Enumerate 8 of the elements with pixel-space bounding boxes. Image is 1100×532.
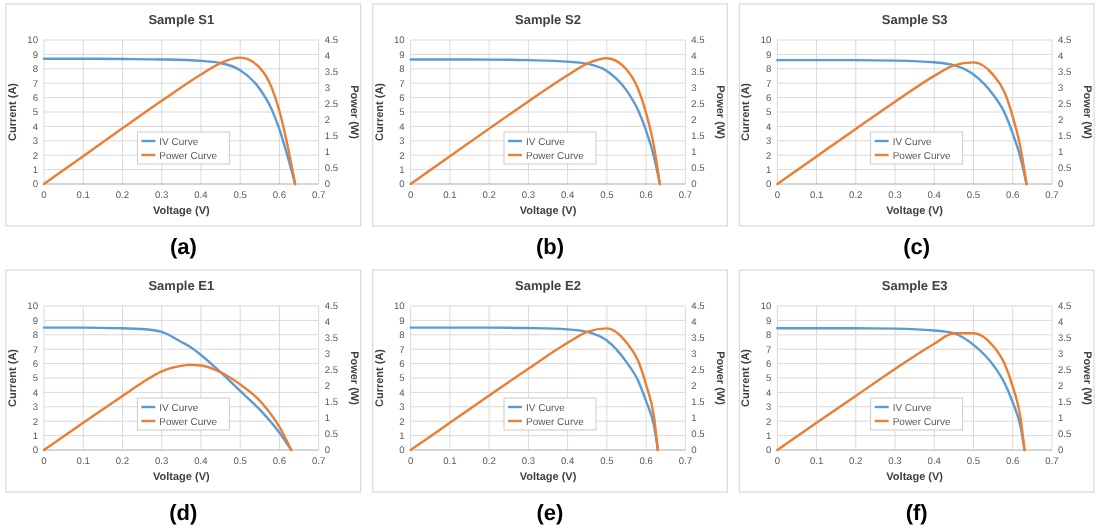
text: (b) [535,236,565,260]
text: (d) [169,502,199,526]
line-series [42,363,293,452]
text: (c) [903,236,931,260]
text: (a) [169,236,198,260]
line-series [42,326,293,452]
text: (f) [905,502,929,526]
text: (e) [536,502,565,526]
